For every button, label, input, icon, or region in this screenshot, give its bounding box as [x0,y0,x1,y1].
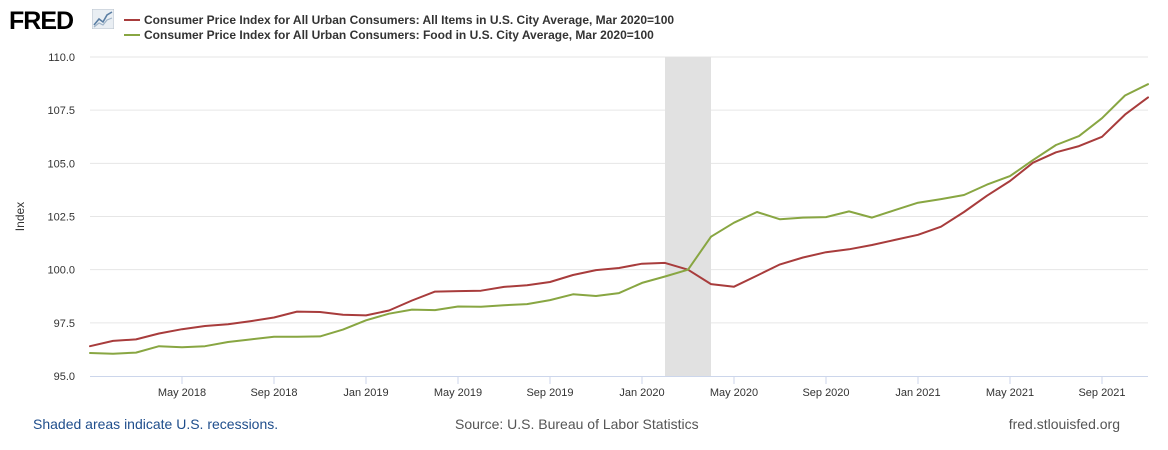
legend-label-all-items: Consumer Price Index for All Urban Consu… [144,13,675,27]
chart-header: FRED Consumer Price Index for All Urban … [0,0,1168,50]
fred-chart-icon [92,9,114,29]
legend-swatch-all-items [124,19,140,21]
y-tick-label: 97.5 [54,318,75,330]
recession-band [665,57,711,376]
fred-logo[interactable]: FRED [9,7,74,35]
y-axis-ticks: 95.0 97.5 100.0 102.5 105.0 107.5 110.0 [47,52,75,383]
legend-label-food: Consumer Price Index for All Urban Consu… [144,28,654,42]
y-tick-label: 107.5 [47,105,75,117]
x-tick-label: May 2020 [710,387,758,399]
x-axis-ticks: May 2018 Sep 2018 Jan 2019 May 2019 Sep 2019… [158,376,1126,399]
legend-swatch-food [124,34,140,36]
y-axis-title: Index [13,202,27,231]
series-line-all-items [89,96,1149,348]
recession-note[interactable]: Shaded areas indicate U.S. recessions. [33,416,279,432]
x-tick-label: Jan 2021 [895,387,940,399]
grid-lines [90,56,1148,324]
y-tick-label: 102.5 [47,212,75,224]
x-tick-label: May 2019 [434,387,482,399]
line-chart: 95.0 97.5 100.0 102.5 105.0 107.5 110.0 May 20… [13,52,1149,399]
x-tick-label: Sep 2018 [250,387,297,399]
y-tick-label: 105.0 [47,158,75,170]
series-line-food [89,83,1149,355]
y-tick-label: 110.0 [48,52,75,64]
source-note: Source: U.S. Bureau of Labor Statistics [455,416,699,432]
x-tick-label: May 2018 [158,387,206,399]
series-lines [89,83,1149,355]
x-tick-label: Jan 2020 [619,387,664,399]
y-tick-label: 100.0 [47,265,75,277]
x-tick-label: Sep 2019 [526,387,573,399]
x-tick-label: Sep 2020 [802,387,849,399]
x-tick-label: Jan 2019 [343,387,388,399]
y-tick-label: 95.0 [54,371,75,383]
x-tick-label: Sep 2021 [1078,387,1125,399]
site-link[interactable]: fred.stlouisfed.org [1008,416,1120,432]
x-tick-label: May 2021 [986,387,1034,399]
